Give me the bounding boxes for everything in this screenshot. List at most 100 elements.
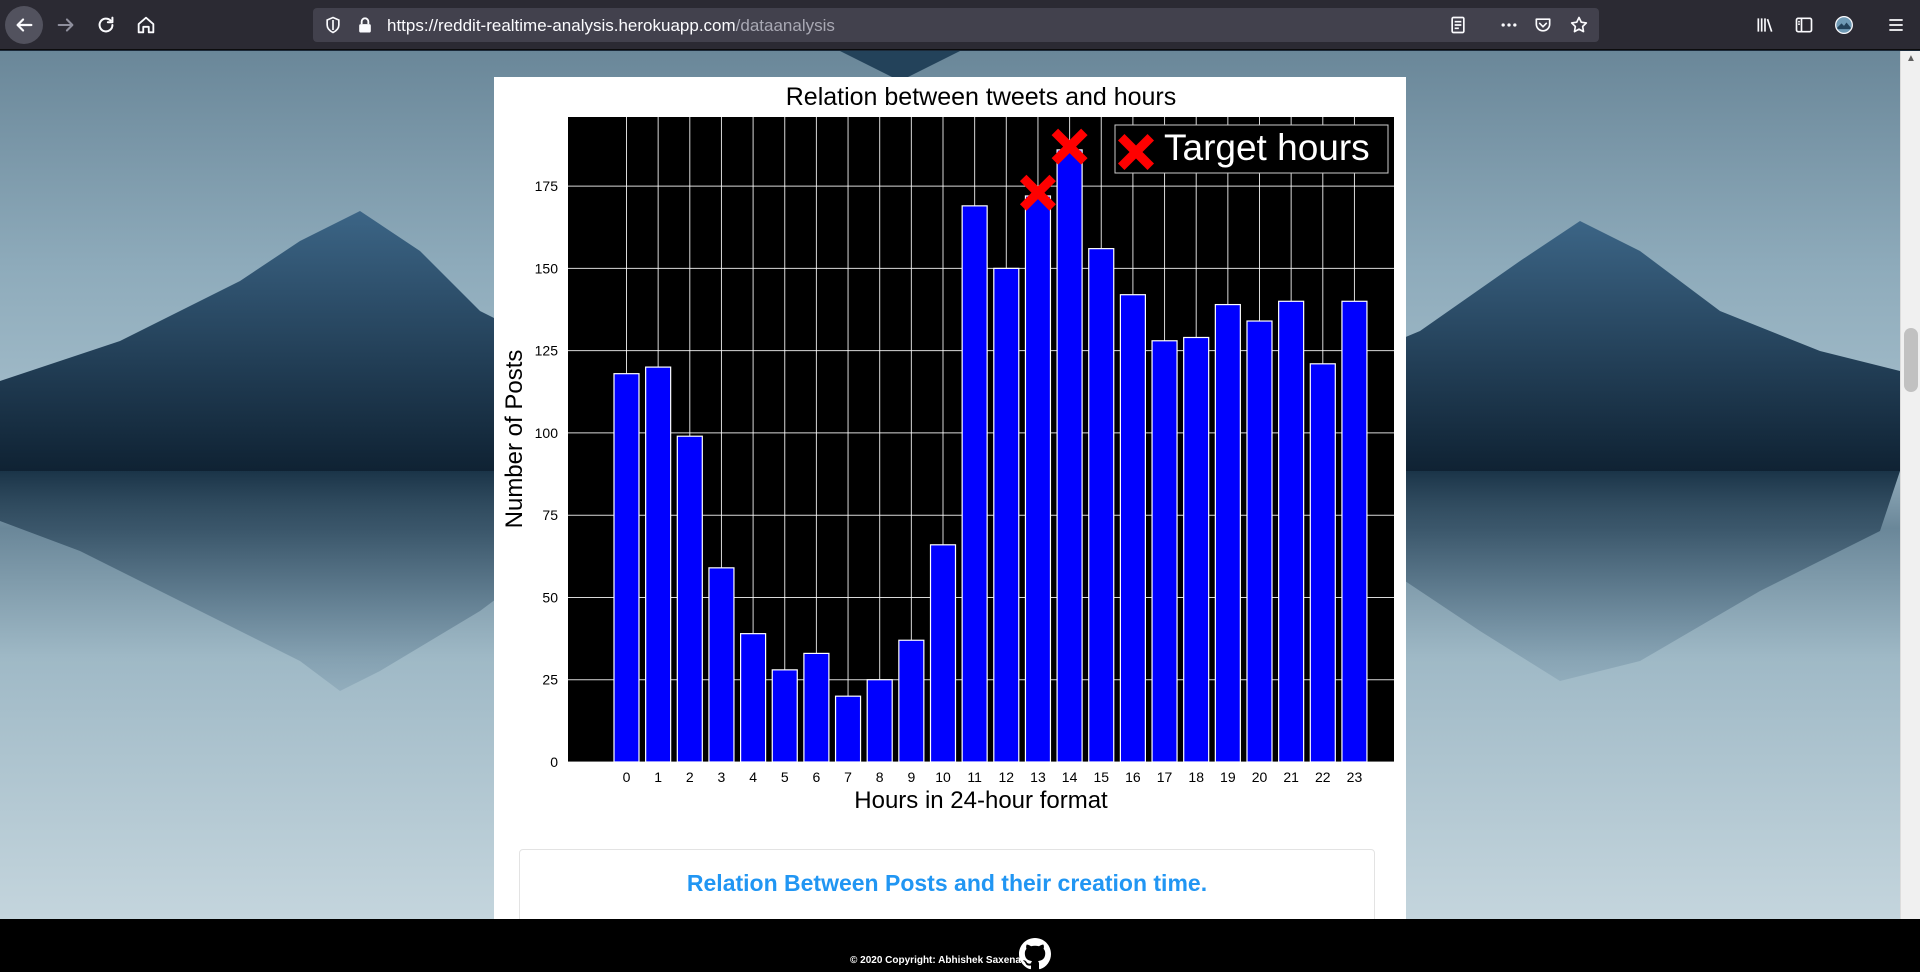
account-avatar-icon [1835,16,1853,34]
url-text[interactable]: https://reddit-realtime-analysis.herokua… [387,16,835,36]
pocket-icon[interactable] [1533,15,1553,35]
y-tick-label: 0 [550,754,558,770]
mountain-background-image [0,51,1900,691]
bar [645,366,672,763]
x-tick-label: 2 [686,769,694,785]
account-button[interactable] [1831,12,1857,38]
bar [834,695,862,763]
vertical-scrollbar[interactable]: ▲ [1900,51,1920,919]
back-button[interactable] [5,6,43,44]
scrollbar-thumb[interactable] [1904,328,1918,392]
shield-icon[interactable] [323,15,343,35]
bar [1056,149,1083,763]
target-marker-shape [1051,128,1088,165]
x-axis-ticks: 0 1 2 3 4 5 6 7 8 9 10 11 12 13 14 15 16 17 18 19 20 21 22 23 [623,769,1363,785]
bar [1183,336,1210,763]
y-tick-label: 125 [535,343,559,359]
legend-marker-x-icon [1118,134,1154,170]
target-marker [1019,174,1056,211]
x-tick-label: 6 [813,769,821,785]
bar [613,373,640,763]
x-axis-label: Hours in 24-hour format [854,787,1108,814]
bar [1214,303,1241,763]
chart-panel: Relation between tweets and hours 0 25 50 7… [494,77,1406,919]
caption-title: Relation Between Posts and their creatio… [686,870,1208,896]
bar [1309,363,1336,763]
bar [1341,300,1368,763]
bar [866,679,893,763]
library-button[interactable] [1752,12,1778,38]
x-tick-label: 13 [1030,769,1046,785]
bar [803,652,830,763]
x-tick-label: 0 [623,769,631,785]
home-icon [137,16,155,34]
x-tick-label: 7 [844,769,852,785]
bar [1278,300,1305,763]
legend-box [1114,124,1389,174]
bar-chart: Relation between tweets and hours 025507… [501,83,1394,814]
x-tick-label: 12 [999,769,1015,785]
x-tick-label: 19 [1220,769,1236,785]
menu-icon [1889,19,1903,31]
x-tick-label: 21 [1283,769,1299,785]
forward-icon [57,18,74,32]
reload-icon [98,16,114,33]
x-tick-label: 17 [1157,769,1173,785]
x-tick-label: 11 [967,769,982,785]
bar [1151,340,1178,763]
x-tick-label: 18 [1188,769,1204,785]
footer-copyright: © 2020 Copyright: Abhishek Saxena [850,955,1021,966]
y-axis-ticks: 0 25 50 75 100 125 150 175 [535,178,559,770]
x-tick-label: 4 [749,769,757,785]
caption-card: Relation Between Posts and their creatio… [519,849,1375,919]
scroll-up-arrow-icon[interactable]: ▲ [1906,53,1916,64]
legend: Target hours [1114,124,1389,174]
browser-toolbar: https://reddit-realtime-analysis.herokua… [0,0,1920,50]
page-footer: © 2020 Copyright: Abhishek Saxena [0,919,1920,972]
url-path: /dataanalysis [735,16,835,35]
x-tick-label: 8 [876,769,884,785]
sidebar-button[interactable] [1791,12,1817,38]
bar [961,205,988,763]
menu-button[interactable] [1883,12,1909,38]
sidebar-icon [1795,17,1813,33]
y-axis-label: Number of Posts [501,350,528,529]
url-host: https://reddit-realtime-analysis.herokua… [387,16,736,35]
x-tick-label: 23 [1347,769,1363,785]
bar [740,633,767,763]
x-tick-label: 9 [907,769,915,785]
bar [676,435,703,763]
y-tick-label: 175 [535,178,559,194]
legend-marker [1118,134,1154,170]
y-tick-label: 100 [535,425,559,441]
reader-mode-icon[interactable] [1448,15,1468,35]
address-bar[interactable]: https://reddit-realtime-analysis.herokua… [313,8,1599,42]
target-markers [1019,128,1088,211]
bar [993,267,1020,763]
x-tick-label: 16 [1125,769,1141,785]
y-tick-label: 50 [542,589,558,605]
more-icon[interactable] [1499,15,1519,35]
bar [929,544,957,763]
reload-button[interactable] [87,6,125,44]
legend-marker-shape [1118,134,1154,170]
library-icon [1757,18,1773,32]
x-tick-label: 5 [781,769,789,785]
bars [613,149,1368,763]
x-tick-label: 14 [1062,769,1078,785]
bar [708,567,735,763]
lock-icon[interactable] [355,15,375,35]
target-marker [1051,128,1088,165]
y-tick-label: 25 [542,672,558,688]
y-tick-label: 150 [535,260,559,276]
forward-button[interactable] [47,6,85,44]
bar [1246,320,1273,763]
bookmark-star-icon[interactable] [1569,15,1589,35]
github-icon[interactable] [1019,938,1051,970]
x-tick-label: 20 [1252,769,1268,785]
bar [898,639,925,763]
page-content: Relation between tweets and hours 0 25 50 7… [0,51,1900,919]
target-marker-shape [1019,174,1056,211]
home-button[interactable] [127,6,165,44]
x-tick-label: 10 [935,769,951,785]
